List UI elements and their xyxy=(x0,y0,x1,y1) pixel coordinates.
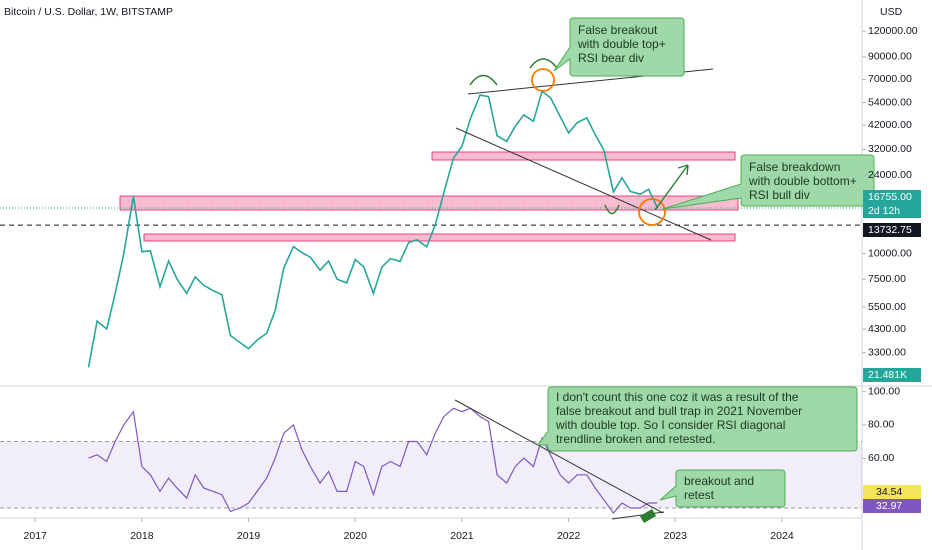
annotation-text: with double top. So I consider RSI diago… xyxy=(555,418,785,432)
annotation-text: with double bottom+ xyxy=(748,174,857,188)
volume-badge xyxy=(863,368,921,382)
x-tick-label: 2022 xyxy=(557,530,581,542)
y-tick-label: 24000.00 xyxy=(868,169,912,181)
rsi-trendline xyxy=(611,511,665,520)
callout-box xyxy=(553,17,685,77)
annotation-text: RSI bull div xyxy=(749,188,810,202)
arrow-marker xyxy=(639,509,657,523)
resistance-zone xyxy=(431,151,736,161)
level-badge xyxy=(863,223,921,237)
y-tick-label: 100.00 xyxy=(868,385,900,397)
double-top-arcs xyxy=(469,58,558,86)
y-tick-label: 54000.00 xyxy=(868,96,912,108)
rsi-ma-label: 34.54 xyxy=(876,486,902,498)
rsi-line xyxy=(88,407,658,514)
last-price: 16755.00 xyxy=(868,191,912,203)
highlight-circle xyxy=(638,198,666,226)
support-zone xyxy=(119,195,739,211)
y-tick-label: 10000.00 xyxy=(868,247,912,259)
y-tick-label: 60.00 xyxy=(868,452,894,464)
highlight-circle xyxy=(531,68,555,92)
annotation-text: I don't count this one coz it was a resu… xyxy=(556,390,799,404)
y-tick-label: 90000.00 xyxy=(868,51,912,63)
y-tick-label: 80.00 xyxy=(868,419,894,431)
x-tick-label: 2023 xyxy=(664,530,688,542)
double-bottom-arc xyxy=(604,204,620,215)
y-tick-label: 3300.00 xyxy=(868,346,906,358)
annotation-text: False breakout xyxy=(578,23,658,37)
axis-unit: USD xyxy=(880,6,903,18)
level-label: 13732.75 xyxy=(868,224,912,236)
price-badge xyxy=(863,190,921,204)
chart-title: Bitcoin / U.S. Dollar, 1W, BITSTAMP xyxy=(4,6,173,18)
x-tick-label: 2019 xyxy=(237,530,261,542)
annotation-text: False breakdown xyxy=(749,160,840,174)
trendline xyxy=(455,127,712,241)
x-tick-label: 2024 xyxy=(770,530,794,542)
y-tick-label: 120000.00 xyxy=(868,25,918,37)
x-tick-label: 2018 xyxy=(130,530,154,542)
countdown: 2d 12h xyxy=(868,205,900,217)
annotation-text: false breakout and bull trap in 2021 Nov… xyxy=(556,404,802,418)
annotation-text: breakout and xyxy=(684,474,754,488)
y-tick-label: 4300.00 xyxy=(868,323,906,335)
rsi-label: 32.97 xyxy=(876,500,902,512)
x-tick-label: 2020 xyxy=(344,530,368,542)
arrow xyxy=(654,164,689,211)
annotation-text: with double top+ xyxy=(577,37,666,51)
rsi-badge xyxy=(863,499,921,513)
annotation-text: retest xyxy=(684,488,715,502)
rsi-trendline xyxy=(454,399,664,514)
annotation-text: trendline broken and retested. xyxy=(556,432,715,446)
volume-label: 21.481K xyxy=(868,369,907,381)
countdown-badge xyxy=(863,204,921,218)
y-tick-label: 70000.00 xyxy=(868,73,912,85)
y-tick-label: 7500.00 xyxy=(868,273,906,285)
callout-box xyxy=(659,469,786,508)
callout-box xyxy=(662,154,875,210)
x-tick-label: 2017 xyxy=(24,530,48,542)
x-tick-label: 2021 xyxy=(450,530,474,542)
support-zone xyxy=(143,233,736,242)
callout-box xyxy=(537,386,858,452)
y-tick-label: 5500.00 xyxy=(868,301,906,313)
price-line xyxy=(87,89,658,368)
y-tick-label: 32000.00 xyxy=(868,143,912,155)
rsi-ma-badge xyxy=(863,485,921,499)
y-tick-label: 42000.00 xyxy=(868,119,912,131)
annotation-text: RSI bear div xyxy=(578,51,644,65)
